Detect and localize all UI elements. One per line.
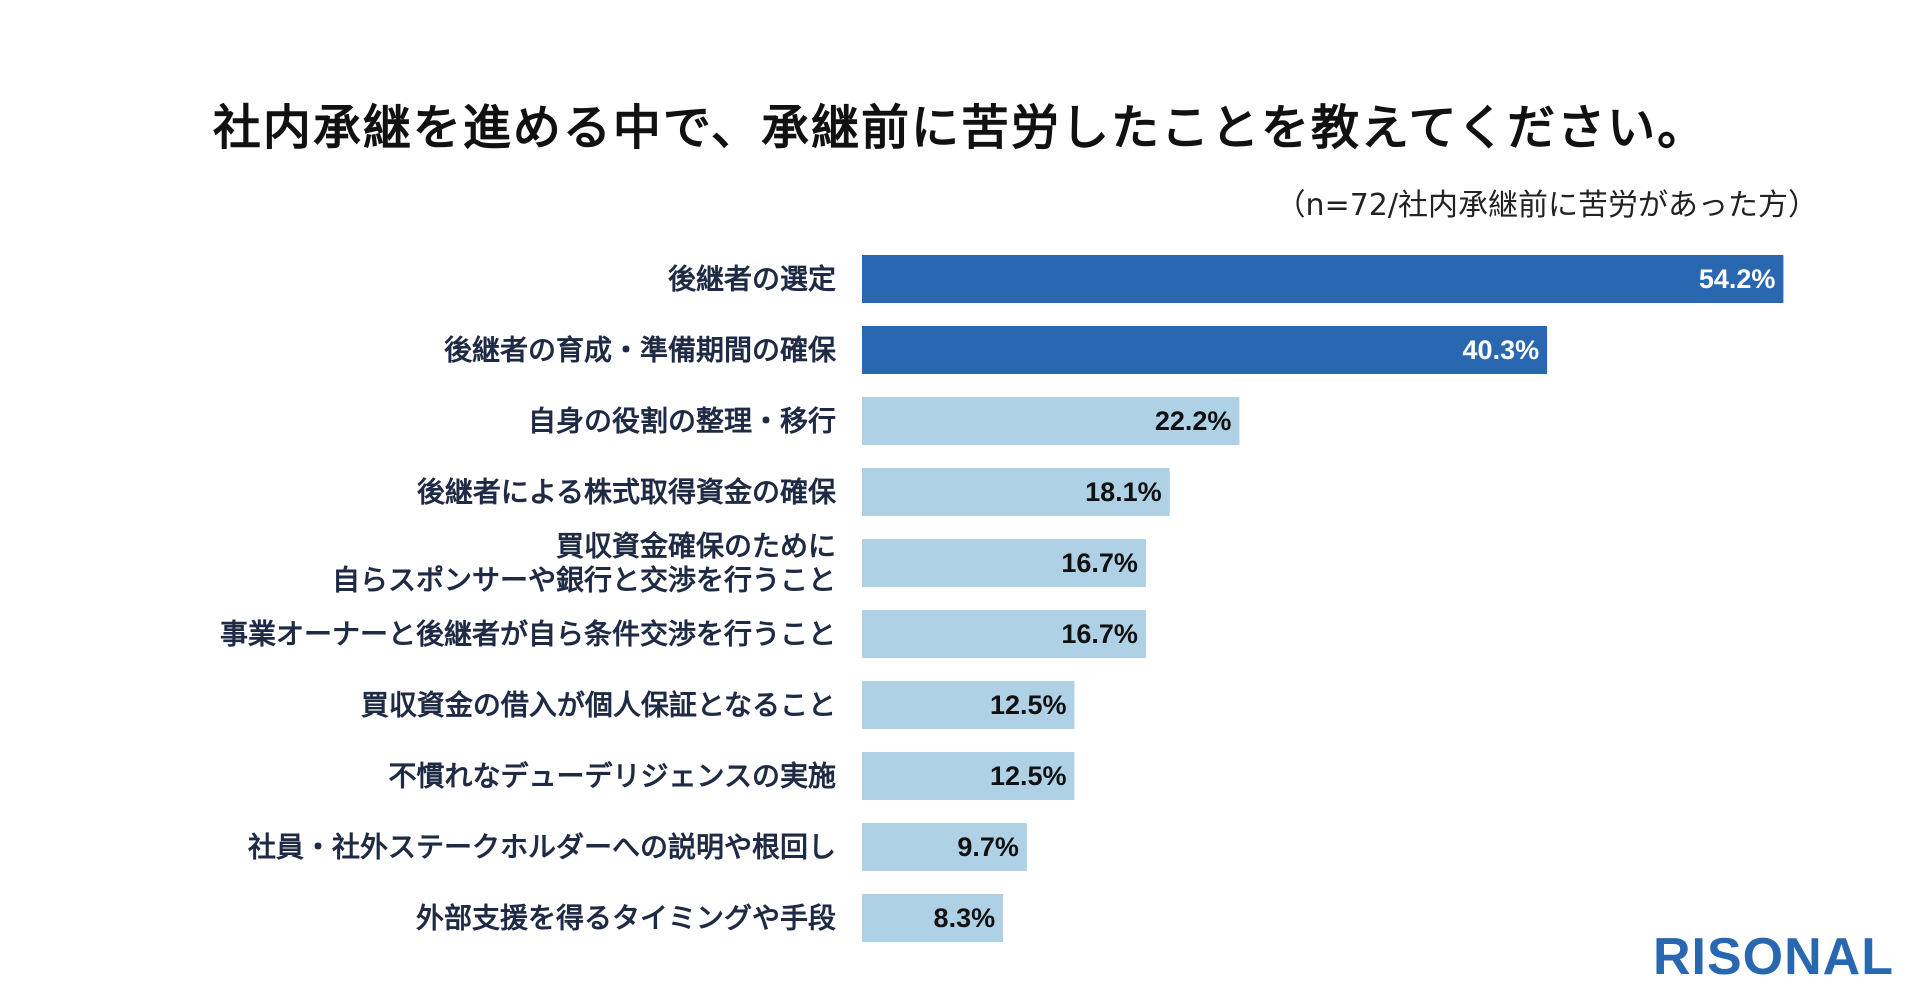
- category-label: 社員・社外ステークホルダーへの説明や根回し: [248, 831, 836, 864]
- category-label: 外部支援を得るタイミングや手段: [416, 902, 836, 935]
- bar-6: [862, 610, 1146, 658]
- bar-4: [862, 468, 1170, 516]
- category-label: 買収資金の借入が個人保証となること: [361, 689, 836, 722]
- bar-9: [862, 823, 1027, 871]
- bar-5: [862, 539, 1146, 587]
- bar-1: [862, 255, 1784, 303]
- bar-value-label: 40.3%: [1463, 335, 1540, 365]
- bar-value-label: 16.7%: [1061, 619, 1138, 649]
- risonal-logo: RISONAL: [1653, 928, 1894, 986]
- bar-value-label: 22.2%: [1155, 406, 1232, 436]
- bar-value-label: 54.2%: [1699, 264, 1776, 294]
- category-label: 不慣れなデューデリジェンスの実施: [389, 760, 836, 793]
- bar-value-label: 16.7%: [1061, 548, 1138, 578]
- category-label: 後継者の育成・準備期間の確保: [444, 334, 837, 367]
- bar-2: [862, 326, 1548, 374]
- bar-3: [862, 397, 1240, 445]
- category-label: 後継者の選定: [668, 263, 836, 296]
- bar-value-label: 8.3%: [934, 903, 996, 933]
- bar-value-label: 12.5%: [990, 690, 1067, 720]
- category-label: 事業オーナーと後継者が自ら条件交渉を行うこと: [220, 618, 836, 651]
- category-label: 買収資金確保のために: [556, 530, 836, 563]
- bar-value-label: 12.5%: [990, 761, 1067, 791]
- chart-subtitle: （n=72/社内承継前に苦労があった方）: [1275, 188, 1818, 223]
- bar-value-label: 9.7%: [957, 832, 1019, 862]
- category-label: 自らスポンサーや銀行と交渉を行うこと: [332, 564, 836, 597]
- bar-7: [862, 681, 1075, 729]
- category-label: 後継者による株式取得資金の確保: [417, 476, 837, 509]
- category-label: 自身の役割の整理・移行: [528, 405, 836, 438]
- bar-8: [862, 752, 1075, 800]
- chart-title: 社内承継を進める中で、承継前に苦労したことを教えてください。: [212, 100, 1708, 156]
- bar-value-label: 18.1%: [1085, 477, 1162, 507]
- bar-10: [862, 894, 1004, 942]
